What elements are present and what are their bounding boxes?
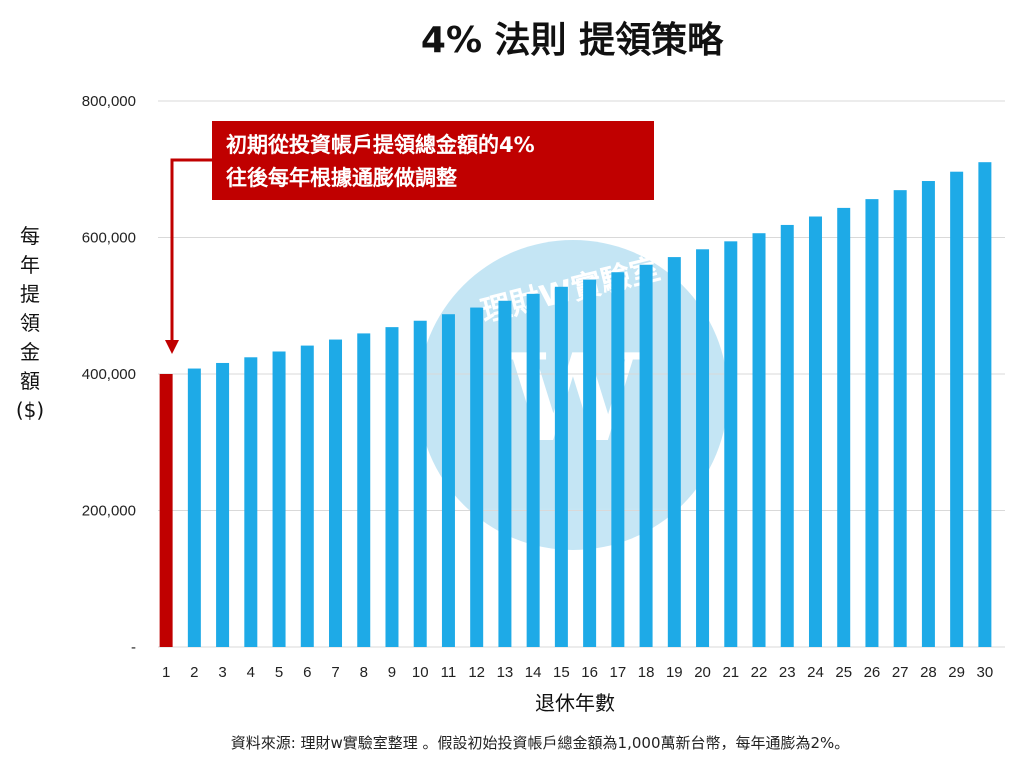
x-tick-label: 23 xyxy=(779,664,796,681)
x-tick-label: 16 xyxy=(581,664,598,681)
x-tick-label: 29 xyxy=(948,664,965,681)
grid-lines xyxy=(158,100,1005,648)
y-tick-label: 400,000 xyxy=(82,366,136,383)
y-tick-label: - xyxy=(131,639,136,656)
bar-year-29 xyxy=(950,171,964,647)
y-axis-label-char: 每 xyxy=(20,224,40,248)
y-axis-label-char: 領 xyxy=(20,311,40,335)
annotation-arrow-line xyxy=(170,158,212,342)
bar-year-25 xyxy=(837,207,851,648)
x-tick-label: 13 xyxy=(497,664,514,681)
bar-year-11 xyxy=(441,314,455,647)
y-axis-label-char: 年 xyxy=(20,253,40,277)
bar-year-9 xyxy=(385,327,399,647)
x-tick-label: 11 xyxy=(441,664,457,681)
x-tick-label: 1 xyxy=(162,664,170,681)
x-tick-label: 24 xyxy=(807,664,824,681)
y-axis-label-char: 額 xyxy=(20,369,40,393)
x-tick-label: 3 xyxy=(218,664,226,681)
bar-year-21 xyxy=(724,241,738,647)
x-tick-label: 15 xyxy=(553,664,570,681)
x-tick-label: 14 xyxy=(525,664,542,681)
bar-year-2 xyxy=(187,368,201,647)
bar-year-15 xyxy=(554,286,568,647)
x-tick-label: 21 xyxy=(722,664,739,681)
bar-year-12 xyxy=(470,307,484,647)
bar-year-1 xyxy=(159,374,173,647)
bar-year-8 xyxy=(357,333,371,647)
y-axis-label-char: ($) xyxy=(16,398,44,422)
x-axis-ticks: 1 2 3 4 5 6 7 8 9 10 11 12 13 14 15 16 17 18 19 20 21 22 23 24 2… xyxy=(162,664,993,681)
x-tick-label: 8 xyxy=(360,664,368,681)
bar-year-19 xyxy=(667,257,681,647)
bar-year-23 xyxy=(780,224,794,648)
bar-year-5 xyxy=(272,351,286,647)
bar-year-28 xyxy=(921,181,935,647)
x-tick-label: 2 xyxy=(190,664,198,681)
annotation-line-2: 往後每年根據通膨做調整 xyxy=(226,166,457,190)
x-axis-label: 退休年數 xyxy=(535,691,615,715)
x-tick-label: 17 xyxy=(610,664,627,681)
x-tick-label: 18 xyxy=(638,664,655,681)
y-tick-label: 600,000 xyxy=(82,230,136,247)
bars xyxy=(159,162,992,648)
chart-title: 4% 法則 提領策略 xyxy=(421,19,724,61)
x-tick-label: 26 xyxy=(864,664,881,681)
annotation-arrow-head xyxy=(165,340,179,354)
x-tick-label: 10 xyxy=(412,664,429,681)
watermark: 理財W實驗室 W xyxy=(418,240,728,550)
bar-year-30 xyxy=(978,162,992,647)
bar-year-17 xyxy=(611,272,625,647)
bar-year-27 xyxy=(893,190,907,647)
x-tick-label: 20 xyxy=(694,664,711,681)
bar-year-10 xyxy=(413,320,427,647)
bar-year-13 xyxy=(498,300,512,647)
y-axis-ticks: - 200,000 400,000 600,000 800,000 xyxy=(82,93,136,656)
bar-year-7 xyxy=(329,339,343,647)
bar-year-3 xyxy=(216,362,230,647)
bar-year-16 xyxy=(583,279,597,647)
x-tick-label: 9 xyxy=(388,664,396,681)
bar-year-26 xyxy=(865,199,879,647)
y-tick-label: 800,000 xyxy=(82,93,136,110)
y-axis-label-char: 金 xyxy=(20,340,40,364)
bar-year-4 xyxy=(244,357,258,647)
x-tick-label: 6 xyxy=(303,664,311,681)
bar-year-14 xyxy=(526,293,540,647)
x-tick-label: 12 xyxy=(468,664,485,681)
x-tick-label: 19 xyxy=(666,664,683,681)
bar-year-20 xyxy=(696,249,710,647)
x-tick-label: 7 xyxy=(331,664,339,681)
x-tick-label: 27 xyxy=(892,664,909,681)
y-tick-label: 200,000 xyxy=(82,503,136,520)
footnote: 資料來源: 理財w實驗室整理 。假設初始投資帳戶總金額為1,000萬新台幣，每年… xyxy=(231,734,850,752)
x-tick-label: 28 xyxy=(920,664,937,681)
y-axis-label-char: 提 xyxy=(20,282,40,306)
x-tick-label: 4 xyxy=(247,664,255,681)
bar-year-24 xyxy=(808,216,822,647)
x-tick-label: 22 xyxy=(751,664,768,681)
bar-year-18 xyxy=(639,264,653,647)
x-tick-label: 30 xyxy=(977,664,994,681)
annotation-box xyxy=(212,121,654,200)
annotation-line-1: 初期從投資帳戶提領總金額的4% xyxy=(226,133,535,157)
x-tick-label: 25 xyxy=(835,664,852,681)
bar-year-22 xyxy=(752,233,766,647)
x-tick-label: 5 xyxy=(275,664,283,681)
annotation-callout: 初期從投資帳戶提領總金額的4% 往後每年根據通膨做調整 xyxy=(165,121,654,354)
bar-year-6 xyxy=(300,345,314,647)
